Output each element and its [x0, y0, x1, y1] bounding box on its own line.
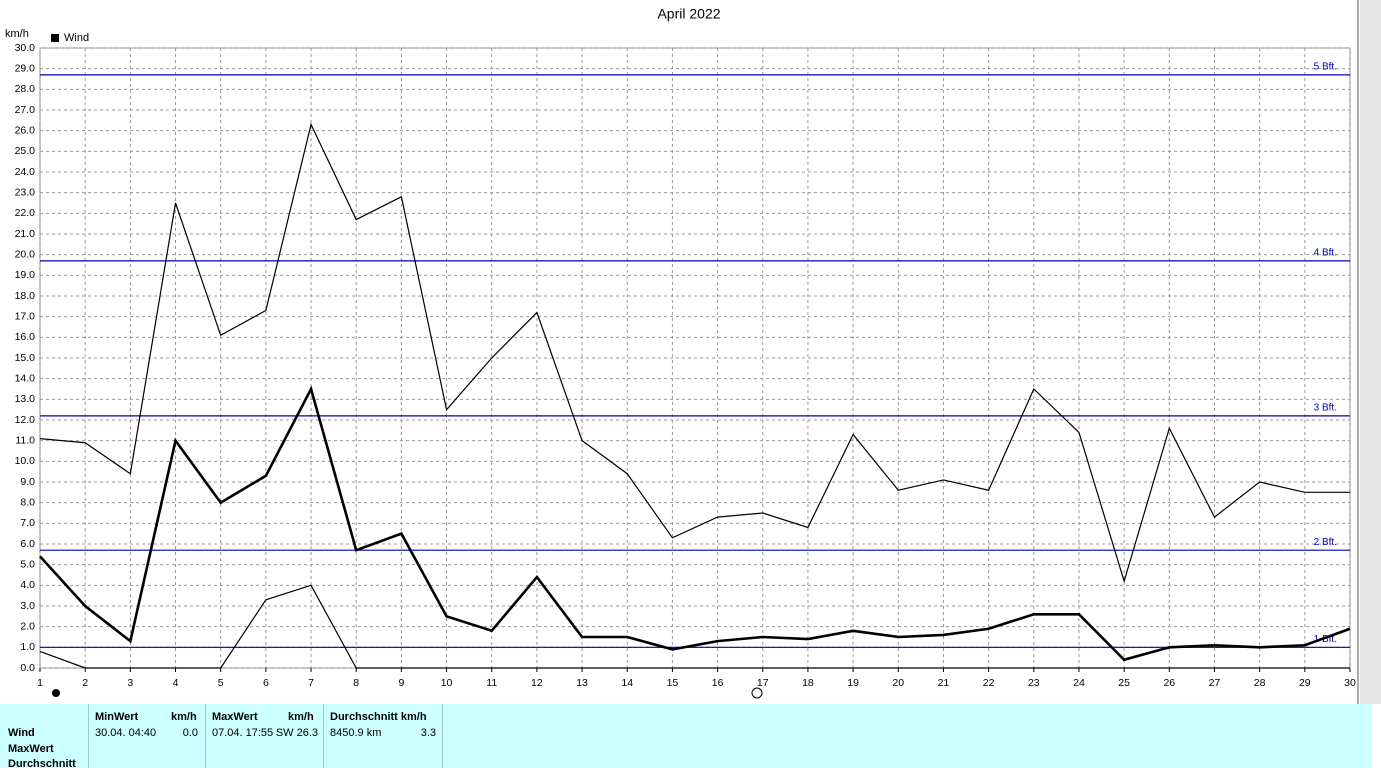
row-label: Wind — [8, 727, 35, 739]
stat-time: 8450.9 km — [330, 727, 382, 739]
stats-panel: Wind MaxWert Durchschnitt MinWert km/h 3… — [0, 704, 1372, 770]
y-tick-label: 22.0 — [15, 207, 36, 219]
x-tick-label: 11 — [486, 677, 497, 689]
y-tick-label: 14.0 — [15, 372, 36, 384]
y-tick-label: 23.0 — [15, 186, 36, 198]
y-tick-label: 19.0 — [15, 269, 36, 281]
x-tick-label: 7 — [308, 677, 314, 689]
reference-label: 1 Bft. — [1314, 634, 1337, 645]
x-tick-label: 25 — [1118, 677, 1130, 689]
legend-label: Wind — [64, 32, 89, 44]
stat-time: 30.04. 04:40 — [95, 727, 157, 739]
x-tick-label: 21 — [938, 677, 950, 689]
x-tick-label: 27 — [1209, 677, 1221, 689]
x-tick-label: 22 — [983, 677, 995, 689]
stat-value: 3.3 — [420, 727, 436, 739]
x-tick-label: 12 — [531, 677, 543, 689]
y-tick-label: 12.0 — [15, 414, 36, 426]
x-tick-label: 8 — [353, 677, 359, 689]
y-tick-label: 25.0 — [15, 145, 36, 157]
y-tick-label: 24.0 — [15, 166, 36, 178]
y-tick-label: 21.0 — [15, 228, 36, 240]
reference-label: 2 Bft. — [1314, 537, 1337, 548]
x-tick-label: 15 — [667, 677, 679, 689]
y-tick-label: 16.0 — [15, 331, 36, 343]
x-tick-label: 2 — [82, 677, 88, 689]
reference-label: 4 Bft. — [1314, 248, 1337, 259]
column-header: MaxWert — [212, 711, 258, 723]
x-tick-label: 18 — [802, 677, 814, 689]
y-tick-label: 1.0 — [20, 641, 35, 653]
y-tick-label: 18.0 — [15, 290, 36, 302]
legend-swatch — [51, 34, 59, 42]
data-line — [39, 122, 1350, 584]
x-tick-label: 20 — [892, 677, 904, 689]
y-tick-label: 27.0 — [15, 104, 36, 116]
y-tick-label: 6.0 — [20, 538, 35, 550]
y-tick-label: 8.0 — [20, 496, 35, 508]
x-tick-label: 23 — [1028, 677, 1040, 689]
column-header: Durchschnitt km/h — [330, 711, 427, 723]
chart-title: April 2022 — [657, 6, 720, 22]
y-tick-label: 4.0 — [20, 579, 35, 591]
y-tick-label: 9.0 — [20, 476, 35, 488]
moon-icon — [52, 689, 60, 697]
x-tick-label: 28 — [1254, 677, 1266, 689]
moon-icon — [751, 687, 763, 699]
x-tick-label: 3 — [127, 677, 133, 689]
y-tick-label: 5.0 — [20, 558, 35, 570]
x-tick-label: 1 — [37, 677, 43, 689]
y-tick-label: 28.0 — [15, 83, 36, 95]
column-header: MinWert — [95, 711, 139, 723]
row-label: MaxWert — [8, 743, 54, 755]
column-unit: km/h — [288, 711, 314, 723]
x-tick-label: 10 — [441, 677, 453, 689]
stats-column: MaxWert km/h 07.04. 17:55 SW 26.3 — [205, 704, 324, 768]
stats-column: Durchschnitt km/h 8450.9 km 3.3 — [323, 704, 443, 768]
x-tick-label: 6 — [263, 677, 269, 689]
y-tick-label: 29.0 — [15, 62, 36, 74]
data-line — [39, 584, 1350, 669]
x-tick-label: 19 — [847, 677, 859, 689]
stat-value: 0.0 — [182, 727, 198, 739]
x-tick-label: 5 — [218, 677, 224, 689]
x-tick-label: 29 — [1299, 677, 1311, 689]
x-tick-label: 17 — [757, 677, 769, 689]
stats-column: MinWert km/h 30.04. 04:40 0.0 — [88, 704, 206, 768]
x-tick-label: 30 — [1344, 677, 1356, 689]
chart: April 2022 km/h Wind 0.0 1.0 2.0 3.0 4.0 5.0 6… — [5, 0, 1381, 704]
y-tick-label: 11.0 — [15, 434, 35, 446]
y-tick-label: 7.0 — [20, 517, 35, 529]
column-unit: km/h — [171, 711, 197, 723]
reference-label: 5 Bft. — [1314, 62, 1337, 73]
x-tick-label: 9 — [398, 677, 404, 689]
y-tick-label: 15.0 — [15, 352, 36, 364]
stat-value: SW 26.3 — [275, 727, 318, 739]
side-strip — [1360, 0, 1381, 704]
y-tick-label: 17.0 — [15, 310, 36, 322]
y-tick-label: 30.0 — [15, 42, 36, 54]
stat-time: 07.04. 17:55 — [212, 727, 274, 739]
y-tick-label: 20.0 — [15, 248, 36, 260]
y-tick-label: 26.0 — [15, 124, 36, 136]
y-tick-label: 2.0 — [20, 620, 35, 632]
reference-label: 3 Bft. — [1314, 403, 1337, 414]
row-label: Durchschnitt — [8, 758, 76, 770]
y-axis-label: km/h — [5, 28, 29, 40]
x-tick-label: 14 — [621, 677, 633, 689]
x-tick-label: 26 — [1163, 677, 1175, 689]
x-tick-label: 13 — [576, 677, 588, 689]
y-tick-label: 3.0 — [20, 600, 35, 612]
y-tick-label: 13.0 — [15, 393, 36, 405]
x-tick-label: 24 — [1073, 677, 1085, 689]
data-line — [39, 385, 1351, 662]
y-tick-label: 10.0 — [15, 455, 36, 467]
x-tick-label: 4 — [173, 677, 179, 689]
x-tick-label: 16 — [712, 677, 724, 689]
y-tick-label: 0.0 — [20, 662, 35, 674]
